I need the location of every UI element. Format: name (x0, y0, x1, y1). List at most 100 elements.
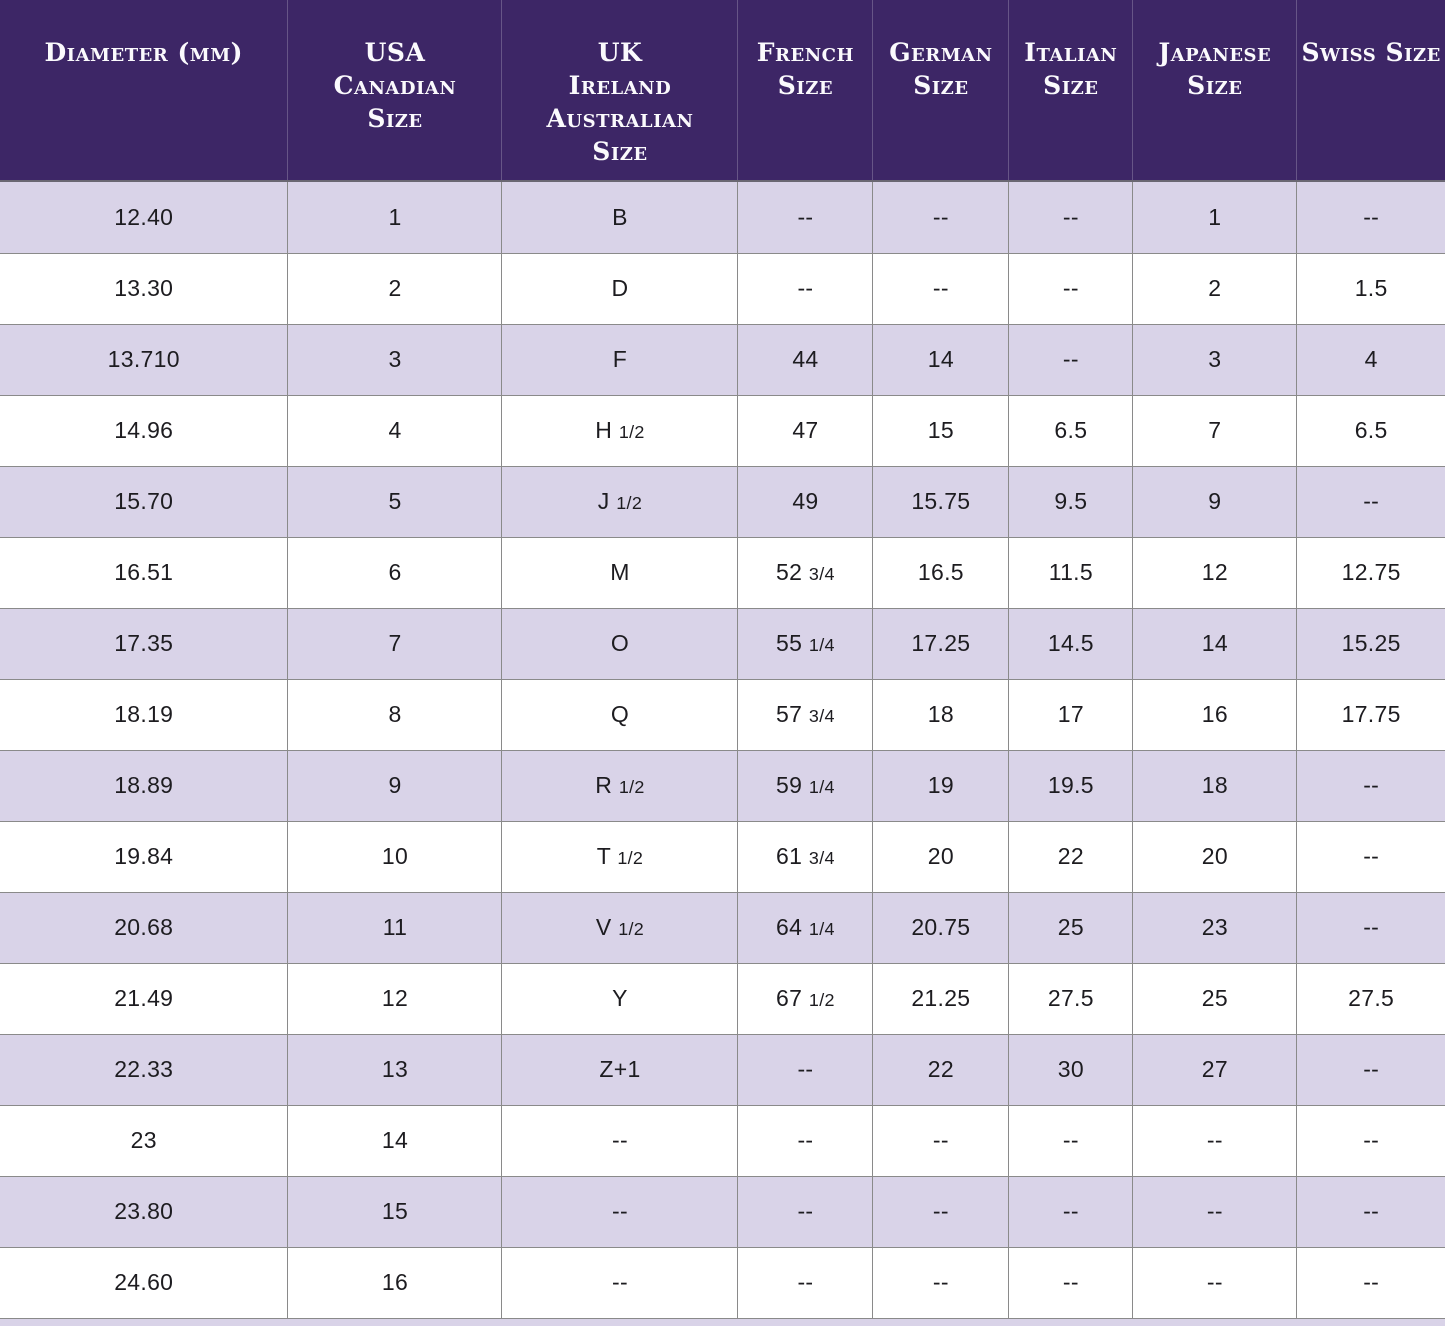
table-cell: 1.5 (1296, 252, 1445, 325)
table-cell: 61 3/4 (737, 820, 874, 893)
table-cell: 19.5 (1008, 749, 1134, 822)
table-cell: 14.96 (0, 394, 289, 467)
table-cell: 15.75 (872, 465, 1010, 538)
table-cell: -- (1008, 1246, 1134, 1320)
table-cell: R 1/2 (501, 749, 739, 822)
table-row: 19.84 10 T 1/2 61 3/4 20 22 20 -- (0, 820, 1445, 893)
table-cell: 9.5 (1008, 465, 1134, 538)
table-cell: -- (1008, 180, 1134, 254)
table-row: 23.80 15 -- -- -- -- -- -- (0, 1175, 1445, 1248)
table-row: 24.60 16 -- -- -- -- -- -- (0, 1246, 1445, 1320)
table-cell: 12 (1132, 536, 1298, 609)
table-cell: 17 (1008, 678, 1134, 751)
table-cell: -- (1296, 465, 1445, 538)
table-cell: 8 (287, 678, 503, 751)
table-cell: 21.25 (872, 962, 1010, 1035)
table-cell: -- (1008, 1104, 1134, 1177)
table-cell: 20 (1132, 820, 1298, 893)
header-line: Swiss Size (1301, 38, 1441, 67)
header-line: Japanese Size (1158, 38, 1272, 100)
table-cell: 19 (872, 749, 1010, 822)
header-line: Size (777, 71, 834, 100)
table-cell: 15.70 (0, 465, 289, 538)
table-cell: M (501, 536, 739, 609)
table-cell: -- (1008, 252, 1134, 325)
table-row: 12.40 1 B -- -- -- 1 -- (0, 180, 1445, 254)
table-cell: 16 (287, 1246, 503, 1320)
table-cell: 3 (1132, 323, 1298, 396)
table-cell: 10 (287, 820, 503, 893)
header-line: Size (913, 71, 969, 100)
table-cell: -- (737, 1246, 874, 1320)
table-cell: 6.5 (1296, 394, 1445, 467)
table-cell: -- (1296, 1175, 1445, 1248)
table-cell: T 1/2 (501, 820, 739, 893)
table-cell: 12.40 (0, 180, 289, 254)
table-cell: 67 1/2 (737, 962, 874, 1035)
table-cell: -- (501, 1246, 739, 1320)
table-cell: 3 (287, 323, 503, 396)
table-cell: 13.30 (0, 252, 289, 325)
table-cell: 13 (287, 1033, 503, 1106)
table-cell: -- (1296, 1033, 1445, 1106)
table-cell: 21.49 (0, 962, 289, 1035)
table-cell: 23.80 (0, 1175, 289, 1248)
table-header: Diameter (mm) USA Canadian Size UK Ireland A… (0, 0, 1445, 182)
table-cell: Q (501, 678, 739, 751)
table-cell: 5 (287, 465, 503, 538)
table-cell: 22 (1008, 820, 1134, 893)
table-cell: -- (1296, 820, 1445, 893)
table-row: 21.49 12 Y 67 1/2 21.25 27.5 25 27.5 (0, 962, 1445, 1035)
table-cell: J 1/2 (501, 465, 739, 538)
table-cell: 18 (872, 678, 1010, 751)
table-cell: 17.35 (0, 607, 289, 680)
table-cell: 9 (287, 749, 503, 822)
table-cell: -- (501, 1175, 739, 1248)
table-cell: 7 (1132, 394, 1298, 467)
table-cell: 55 1/4 (737, 607, 874, 680)
table-cell: -- (1296, 891, 1445, 964)
table-cell: 16.5 (872, 536, 1010, 609)
table-cell: 19.84 (0, 820, 289, 893)
table-cell: 6.5 (1008, 394, 1134, 467)
header-line: Size (367, 104, 423, 133)
table-row: 17.35 7 O 55 1/4 17.25 14.5 14 15.25 (0, 607, 1445, 680)
table-cell: -- (872, 252, 1010, 325)
table-cell: 22 (872, 1033, 1010, 1106)
table-cell: -- (1296, 1104, 1445, 1177)
table-cell: 11.5 (1008, 536, 1134, 609)
table-cell: B (501, 180, 739, 254)
header-line: UK (597, 38, 643, 67)
table-row: 18.89 9 R 1/2 59 1/4 19 19.5 18 -- (0, 749, 1445, 822)
table-cell: -- (501, 1104, 739, 1177)
table-body: 12.40 1 B -- -- -- 1 -- 13.30 2 D -- -- -- 2 1.5 13.710 3… (0, 180, 1445, 1320)
table-cell: F (501, 323, 739, 396)
table-cell: -- (872, 1175, 1010, 1248)
table-cell: V 1/2 (501, 891, 739, 964)
header-line: Size (1043, 71, 1099, 100)
table-cell: Y (501, 962, 739, 1035)
header-line: Australian (546, 104, 694, 133)
column-header-french-size: French Size (737, 0, 874, 182)
table-row: 16.51 6 M 52 3/4 16.5 11.5 12 12.75 (0, 536, 1445, 609)
table-cell: 2 (1132, 252, 1298, 325)
table-cell: -- (1132, 1175, 1298, 1248)
table-cell: H 1/2 (501, 394, 739, 467)
table-cell: 18 (1132, 749, 1298, 822)
table-cell: -- (1008, 1175, 1134, 1248)
table-row: 13.710 3 F 44 14 -- 3 4 (0, 323, 1445, 396)
table-cell: 22.33 (0, 1033, 289, 1106)
table-cell: 44 (737, 323, 874, 396)
table-cell: 1 (287, 180, 503, 254)
table-cell: 4 (287, 394, 503, 467)
table-cell: 27 (1132, 1033, 1298, 1106)
table-cell: -- (872, 1246, 1010, 1320)
header-line: Canadian (333, 71, 457, 100)
table-cell: 16 (1132, 678, 1298, 751)
table-cell: 14 (872, 323, 1010, 396)
table-cell: -- (1132, 1246, 1298, 1320)
column-header-uk-ireland-australian-size: UK Ireland Australian Size (501, 0, 739, 182)
table-cell: 18.19 (0, 678, 289, 751)
column-header-german-size: German Size (872, 0, 1010, 182)
